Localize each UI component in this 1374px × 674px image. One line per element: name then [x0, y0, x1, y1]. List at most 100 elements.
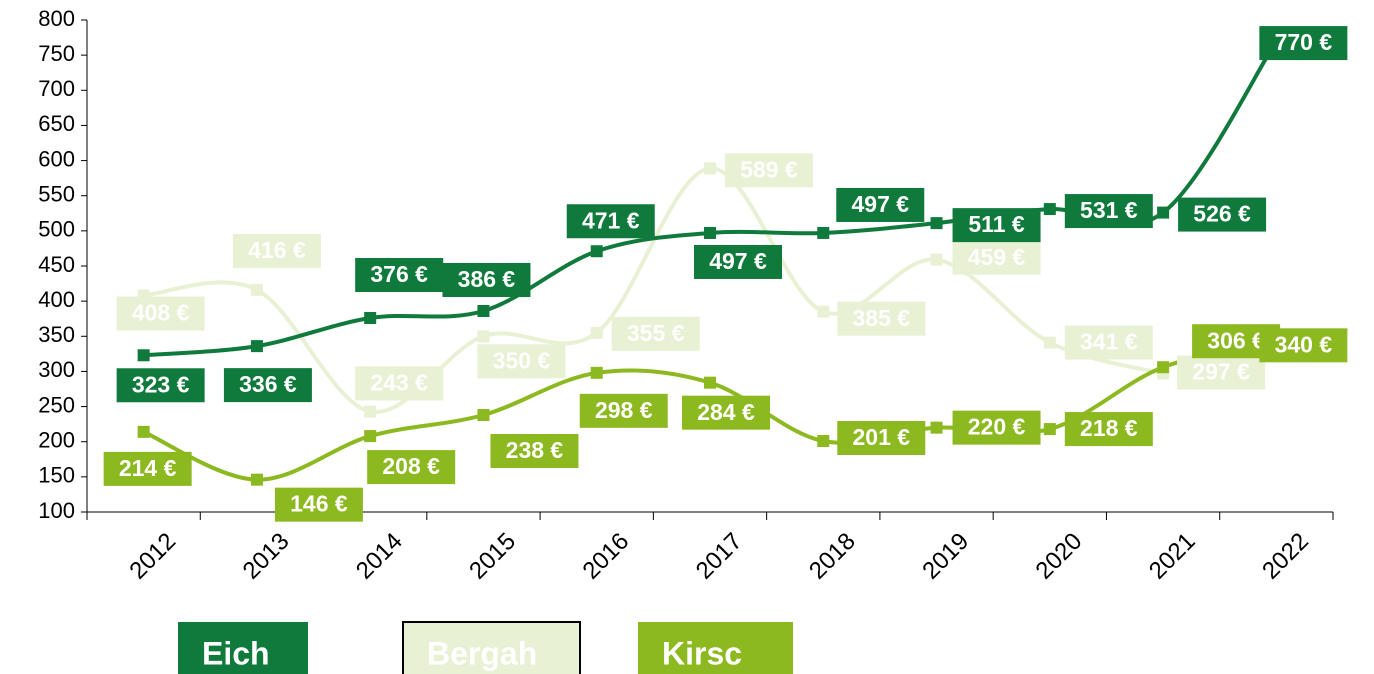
marker [1157, 206, 1170, 219]
data-label: 497 € [851, 191, 909, 217]
data-label: 416 € [248, 237, 306, 263]
data-label: 220 € [968, 414, 1026, 440]
data-label: 459 € [968, 244, 1026, 270]
data-label: 218 € [1080, 415, 1138, 441]
marker [477, 330, 490, 343]
y-tick-label: 400 [38, 287, 75, 312]
data-label: 341 € [1080, 329, 1138, 355]
data-label: 497 € [709, 248, 767, 274]
data-label-box [837, 421, 926, 456]
data-label-box [442, 262, 531, 297]
y-tick-label: 450 [38, 252, 75, 277]
data-label-box [477, 344, 566, 379]
x-tick-label: 2017 [691, 528, 748, 585]
data-label-box [1064, 412, 1153, 447]
marker [930, 421, 943, 434]
data-label-box [694, 244, 782, 279]
y-tick-label: 200 [38, 428, 75, 453]
data-label: 201 € [852, 424, 910, 450]
data-label: 306 € [1207, 327, 1265, 353]
y-tick-label: 700 [38, 76, 75, 101]
data-label: 297 € [1192, 359, 1250, 385]
data-label-box [490, 434, 579, 469]
marker [364, 312, 377, 325]
data-label: 526 € [1193, 201, 1251, 227]
y-tick-label: 250 [38, 392, 75, 417]
marker [250, 340, 263, 353]
data-label: 355 € [627, 320, 685, 346]
marker [704, 226, 716, 239]
x-tick-label: 2020 [1031, 528, 1088, 585]
x-tick-label: 2015 [464, 528, 521, 585]
data-label: 408 € [132, 300, 190, 326]
data-label: 208 € [382, 453, 440, 479]
data-label: 238 € [506, 437, 564, 463]
data-label: 243 € [370, 370, 428, 396]
data-label-box [355, 366, 444, 401]
y-tick-label: 800 [38, 6, 75, 31]
x-tick-label: 2014 [351, 528, 408, 585]
y-tick-label: 500 [38, 217, 75, 242]
data-label-box [952, 410, 1041, 445]
data-label: 385 € [852, 305, 910, 331]
x-tick-label: 2016 [577, 528, 634, 585]
marker [477, 304, 490, 317]
data-label-box [1177, 355, 1266, 390]
y-tick-label: 100 [38, 498, 75, 523]
y-tick-label: 650 [38, 111, 75, 136]
x-tick-label: 2019 [917, 528, 974, 585]
x-tick-label: 2018 [804, 528, 861, 585]
y-tick-label: 600 [38, 146, 75, 171]
marker [1157, 361, 1170, 374]
y-tick-label: 550 [38, 182, 75, 207]
marker [364, 430, 377, 443]
marker [590, 245, 603, 258]
x-tick-label: 2022 [1257, 528, 1314, 585]
x-tick-label: 2012 [124, 528, 181, 585]
marker [704, 162, 716, 175]
marker [590, 366, 603, 379]
data-label-box [367, 450, 456, 485]
data-label-box [274, 487, 363, 522]
marker [930, 217, 943, 230]
marker [1043, 336, 1056, 349]
data-label-box [1259, 328, 1348, 363]
marker [250, 283, 263, 296]
marker [590, 326, 603, 339]
y-tick-label: 350 [38, 322, 75, 347]
data-label: 589 € [740, 156, 798, 182]
y-tick-label: 300 [38, 357, 75, 382]
data-label: 298 € [595, 397, 653, 423]
legend-label: Bergah [427, 635, 537, 671]
data-label: 471 € [582, 207, 640, 233]
data-label-box [725, 153, 813, 188]
data-label: 376 € [370, 261, 428, 287]
data-label-box [355, 258, 444, 293]
marker [817, 435, 830, 448]
data-label-box [116, 368, 205, 403]
marker [930, 253, 943, 266]
data-label: 146 € [290, 491, 348, 517]
series-line [143, 166, 1164, 414]
legend-swatch [638, 622, 793, 674]
marker [137, 349, 150, 362]
marker [137, 425, 150, 438]
data-label: 350 € [493, 347, 551, 373]
data-label-box [1259, 26, 1348, 61]
data-label-box [566, 204, 655, 239]
legend-label: Kirsc [662, 635, 742, 671]
legend-label: Eich [202, 635, 270, 671]
y-tick-label: 750 [38, 41, 75, 66]
marker [704, 376, 716, 389]
marker [1043, 203, 1056, 216]
x-tick-label: 2013 [238, 528, 295, 585]
data-label-box [116, 296, 205, 331]
data-label-box [682, 395, 770, 430]
data-label-box [952, 240, 1041, 275]
data-label-box [579, 393, 668, 428]
data-label: 531 € [1080, 197, 1138, 223]
data-label-box [103, 451, 192, 486]
data-label: 336 € [239, 371, 297, 397]
marker [817, 305, 830, 318]
